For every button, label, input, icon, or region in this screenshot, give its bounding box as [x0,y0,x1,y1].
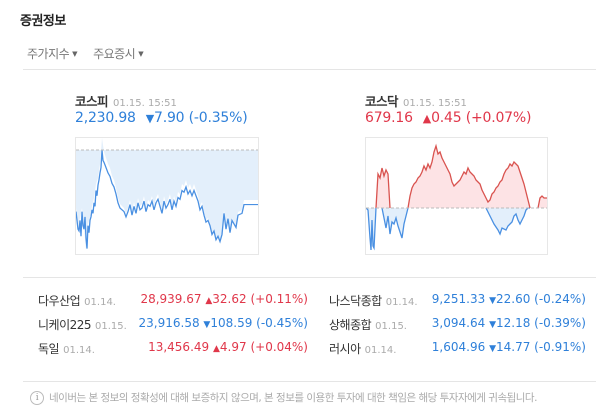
tab-label: 주요증시 [93,47,136,61]
index-row-nikkei[interactable]: 니케이225 01.15. 23,916.58 ▼108.59 (-0.45%) [38,316,308,340]
index-change: 12.18 [495,316,531,330]
index-change: 0.45 [431,110,462,126]
index-value: 9,251.33 [431,292,486,306]
index-change: 108.59 [210,316,253,330]
kosdaq-chart[interactable] [365,137,548,255]
kospi-header[interactable]: 코스피 01.15. 15:51 [75,91,177,110]
index-percent: (-0.91%) [534,340,586,354]
info-icon: i [30,390,44,405]
index-row-dow[interactable]: 다우산업 01.14. 28,939.67 ▲32.62 (+0.11%) [38,292,308,316]
index-change: 4.97 [219,340,247,354]
index-change: 22.60 [495,292,531,306]
arrow-down-icon: ▼ [203,320,211,330]
index-percent: (+0.07%) [465,110,532,126]
index-change: 7.90 [154,110,185,126]
index-value: 13,456.49 [148,340,210,354]
arrow-down-icon: ▼ [489,320,496,330]
index-name: 독일 [38,342,60,356]
index-time: 01.15. 15:51 [403,98,467,109]
index-name: 나스닥종합 [329,294,382,308]
index-quote: 23,916.58 ▼108.59 (-0.45%) [139,316,308,330]
divider [23,69,596,70]
kospi-line-chart [75,138,258,250]
index-quote: 28,939.67 ▲32.62 (+0.11%) [140,292,308,306]
index-name: 니케이225 [38,318,92,332]
index-name: 러시아 [329,342,361,356]
arrow-down-icon: ▼ [489,344,496,354]
index-row-nasdaq[interactable]: 나스닥종합 01.14. 9,251.33 ▼22.60 (-0.24%) [329,292,586,316]
index-value: 679.16 [365,110,413,126]
index-quote: 13,456.49 ▲4.97 (+0.04%) [148,340,308,354]
index-date: 01.14. [364,345,397,356]
disclaimer: i 네이버는 본 정보의 정확성에 대해 보증하지 않으며, 본 정보를 이용한… [30,390,537,405]
arrow-down-icon: ▼ [145,112,155,125]
index-date: 01.14. [84,297,116,308]
index-percent: (-0.24%) [534,292,586,306]
kosdaq-header[interactable]: 코스닥 01.15. 15:51 [365,91,467,110]
tab-major-markets[interactable]: 주요증시 ▼ [93,45,144,62]
caret-down-icon: ▼ [72,49,78,58]
tab-bar: 주가지수 ▼ 주요증시 ▼ [27,45,144,62]
index-date: 01.14. [385,297,418,308]
disclaimer-text: 네이버는 본 정보의 정확성에 대해 보증하지 않으며, 본 정보를 이용한 투… [49,392,537,404]
world-indices-left: 다우산업 01.14. 28,939.67 ▲32.62 (+0.11%) 니케이… [38,292,308,364]
index-value: 23,916.58 [138,316,200,330]
index-name: 코스피 [75,94,109,109]
index-time: 01.15. 15:51 [113,98,177,109]
arrow-up-icon: ▲ [212,344,220,354]
index-percent: (+0.11%) [250,292,308,306]
index-name: 코스닥 [365,94,399,109]
index-date: 01.15. [375,321,407,332]
arrow-up-icon: ▲ [205,296,213,306]
index-quote: 3,094.64 ▼12.18 (-0.39%) [432,316,586,330]
kospi-chart[interactable] [75,137,259,255]
index-row-germany[interactable]: 독일 01.14. 13,456.49 ▲4.97 (+0.04%) [38,340,308,364]
index-percent: (-0.45%) [256,316,308,330]
tab-stock-index[interactable]: 주가지수 ▼ [27,45,78,62]
arrow-up-icon: ▲ [422,112,432,125]
index-value: 2,230.98 [75,110,136,126]
index-percent: (-0.35%) [188,110,248,126]
index-value: 3,094.64 [431,316,486,330]
kosdaq-line-chart [365,143,547,251]
index-quote: 1,604.96 ▼14.77 (-0.91%) [432,340,586,354]
divider [23,277,596,278]
index-row-shanghai[interactable]: 상해종합 01.15. 3,094.64 ▼12.18 (-0.39%) [329,316,586,340]
index-percent: (-0.39%) [534,316,586,330]
arrow-down-icon: ▼ [489,296,496,306]
index-name: 상해종합 [329,318,372,332]
index-date: 01.15. [95,321,127,332]
index-change: 14.77 [495,340,531,354]
kosdaq-value-line: 679.16 ▲0.45 (+0.07%) [365,110,531,126]
index-change: 32.62 [212,292,247,306]
world-indices-right: 나스닥종합 01.14. 9,251.33 ▼22.60 (-0.24%) 상해종… [329,292,586,364]
index-date: 01.14. [63,345,95,356]
tab-label: 주가지수 [27,47,70,61]
index-quote: 9,251.33 ▼22.60 (-0.24%) [432,292,586,306]
page-title: 증권정보 [20,14,66,29]
divider [23,381,596,382]
index-value: 28,939.67 [140,292,202,306]
caret-down-icon: ▼ [138,49,144,58]
index-row-russia[interactable]: 러시아 01.14. 1,604.96 ▼14.77 (-0.91%) [329,340,586,364]
kospi-value-line: 2,230.98 ▼7.90 (-0.35%) [75,110,248,126]
index-percent: (+0.04%) [250,340,308,354]
index-value: 1,604.96 [431,340,486,354]
index-name: 다우산업 [38,294,81,308]
